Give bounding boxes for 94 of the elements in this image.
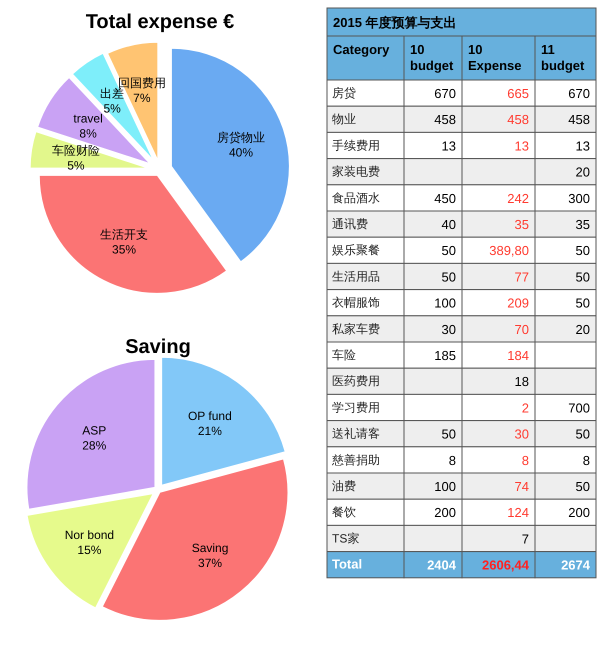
text: 389,80 [489,243,529,258]
data-label: 35% [112,242,136,257]
text: 18 [514,374,529,390]
category-label: 家装电费 [332,164,380,179]
text: 2674 [561,558,590,573]
text: 100 [434,296,456,311]
text: 300 [568,190,590,206]
text: 2015 年度预算与支出 [333,15,457,30]
text: 50 [442,243,456,258]
text: 50 [576,479,590,494]
category-label: 医药费用 [332,374,380,388]
text: 2 [522,400,529,416]
category-label: 房贷 [332,86,356,100]
data-label: 5% [67,158,85,173]
slice-label: Nor bond [64,528,114,542]
text: 670 [434,86,456,101]
category-label: 物业 [332,112,356,126]
slice-label: OP fund [188,409,232,424]
text: 8 [522,452,529,468]
category-label: 油费 [332,479,356,493]
text: 458 [568,112,590,128]
category-label: 手续费用 [332,138,380,152]
category-label: 衣帽服饰 [332,296,380,310]
chart-title: Saving [125,336,191,358]
text: 40 [442,217,456,232]
text: 200 [434,505,456,520]
category-label: TS家 [332,531,360,546]
text: 2606,44 [482,558,529,573]
text: 50 [442,426,456,442]
data-label: 15% [77,542,102,557]
category-label: 娱乐聚餐 [332,243,380,258]
text: 200 [568,505,590,520]
text: 209 [507,296,529,311]
text: 450 [434,190,456,206]
category-label: 11 budget [541,42,585,73]
category-label: 通讯费 [332,217,368,231]
category-label: 慈善捐助 [332,452,380,467]
category-label: 餐饮 [332,505,356,520]
text: 35 [514,217,529,232]
text: 13 [514,138,529,154]
category-label: 10 Expense [468,42,522,73]
text: 50 [576,426,590,442]
text: 50 [576,269,590,284]
text: 50 [576,243,590,258]
category-label: 10 budget [410,42,454,73]
data-label: 21% [198,424,222,438]
category-label: 食品酒水 [332,190,380,205]
text: 20 [576,322,590,337]
category-label: 送礼请客 [332,426,380,441]
data-label: 7% [133,90,151,105]
text: 700 [568,400,590,416]
slice-label: travel [73,111,103,126]
text: 665 [507,86,529,101]
text: 458 [434,112,456,128]
category-label: 生活用品 [332,269,380,284]
category-label: Total [332,556,362,572]
text: 30 [514,426,529,442]
text: 670 [568,86,590,101]
data-label: 37% [198,556,222,570]
text: 2404 [427,558,456,573]
text: 74 [514,479,529,494]
data-label: 8% [79,126,98,140]
category-label: 私家车费 [332,322,380,336]
text: 77 [514,269,529,284]
data-label: 40% [228,146,254,160]
category-label: 车险 [332,348,356,362]
text: 20 [576,164,590,180]
chart-title: Total expense € [86,11,234,33]
slice-label: Saving [192,540,228,555]
text: 124 [507,505,529,520]
text: 8 [448,452,456,468]
slice-label: 生活开支 [100,228,148,242]
text: 35 [576,217,590,232]
data-label: 28% [82,438,107,452]
text: 7 [522,531,529,546]
text: 13 [442,138,456,154]
text: 50 [576,296,590,311]
data-label: 5% [103,102,122,116]
text: 30 [442,322,456,337]
text: 100 [434,479,456,494]
text: 13 [576,138,590,154]
text: 8 [582,452,590,468]
slice-label: 出差 [100,86,124,101]
slice-label: 房贷物业 [216,130,265,145]
text: 70 [514,322,529,337]
text: 185 [434,348,456,363]
slice-label: 车险财险 [52,144,100,158]
slice-label: ASP [82,423,106,438]
text: 50 [442,269,456,284]
category-label: 学习费用 [332,400,380,414]
text: 184 [507,348,529,363]
text: 458 [507,112,529,128]
text: 242 [507,190,529,206]
category-label: Category [333,42,390,57]
